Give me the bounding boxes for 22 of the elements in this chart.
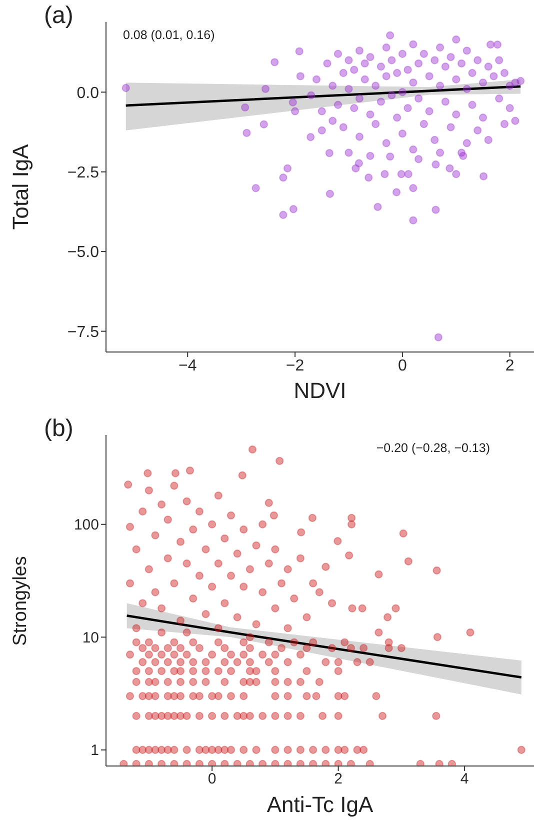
y-tick-label: 0.0 xyxy=(76,84,100,102)
y-tick-label: 100 xyxy=(74,516,99,534)
y-axis-title: Total IgA xyxy=(8,144,34,230)
x-tick-label: 0 xyxy=(208,770,216,788)
x-axis-title: NDVI xyxy=(292,378,348,404)
x-tick-label: −2 xyxy=(286,357,304,374)
x-tick-label: 4 xyxy=(460,770,469,788)
x-tick-label: 2 xyxy=(505,357,514,374)
x-tick-label: −4 xyxy=(178,357,197,374)
y-tick-label: −2.5 xyxy=(67,164,100,182)
x-tick-label: 0 xyxy=(398,357,407,374)
y-tick-label: −7.5 xyxy=(67,324,100,341)
x-tick-label: 2 xyxy=(334,770,342,788)
chart-title: (b) xyxy=(44,415,74,443)
annotation: −0.20 (−0.28, −0.13) xyxy=(376,441,490,455)
chart-title: (a) xyxy=(44,2,74,30)
y-tick-label: −5.0 xyxy=(67,244,100,262)
y-tick-label: 1 xyxy=(90,742,99,760)
y-tick-label: 10 xyxy=(82,629,99,646)
y-axis-title: Strongyles xyxy=(10,556,32,646)
x-axis-title: Anti-Tc IgA xyxy=(266,792,374,818)
annotation: 0.08 (0.01, 0.16) xyxy=(123,28,215,42)
